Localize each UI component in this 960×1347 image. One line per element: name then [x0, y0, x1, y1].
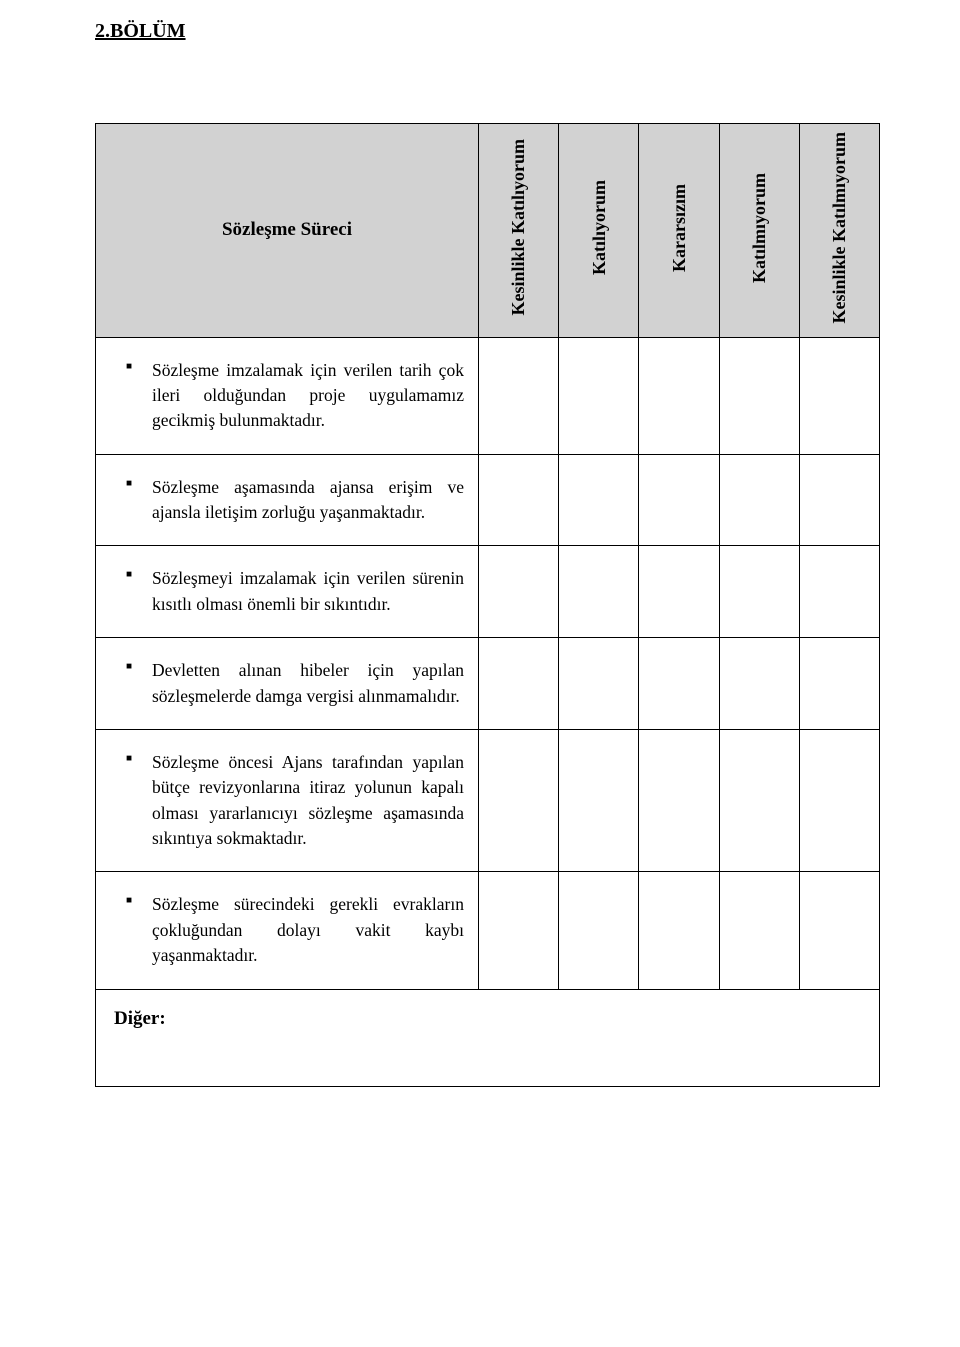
other-row: Diğer:: [96, 989, 880, 1086]
statement-cell: Sözleşme imzalamak için verilen tarih ço…: [96, 337, 479, 454]
choice-cell[interactable]: [639, 729, 719, 872]
choice-cell[interactable]: [639, 546, 719, 638]
option-header-1: Katılıyorum: [559, 124, 639, 338]
statement-text: Sözleşmeyi imzalamak için verilen süreni…: [126, 566, 464, 617]
other-cell[interactable]: Diğer:: [96, 989, 880, 1086]
choice-cell[interactable]: [478, 729, 558, 872]
choice-cell[interactable]: [478, 872, 558, 989]
statement-cell: Sözleşme sürecindeki gerekli evrakların …: [96, 872, 479, 989]
choice-cell[interactable]: [559, 729, 639, 872]
survey-table: Sözleşme Süreci Kesinlikle Katılıyorum K…: [95, 123, 880, 1087]
choice-cell[interactable]: [719, 872, 799, 989]
statement-cell: Devletten alınan hibeler için yapılan sö…: [96, 638, 479, 730]
statement-text: Sözleşme öncesi Ajans tarafından yapılan…: [126, 750, 464, 852]
option-label: Kararsızım: [668, 184, 691, 272]
choice-cell[interactable]: [639, 872, 719, 989]
choice-cell[interactable]: [639, 638, 719, 730]
choice-cell[interactable]: [799, 872, 879, 989]
option-header-0: Kesinlikle Katılıyorum: [478, 124, 558, 338]
choice-cell[interactable]: [719, 729, 799, 872]
statement-text: Sözleşme sürecindeki gerekli evrakların …: [126, 892, 464, 968]
table-row: Devletten alınan hibeler için yapılan sö…: [96, 638, 880, 730]
choice-cell[interactable]: [719, 638, 799, 730]
choice-cell[interactable]: [478, 454, 558, 546]
statement-cell: Sözleşme aşamasında ajansa erişim ve aja…: [96, 454, 479, 546]
option-header-2: Kararsızım: [639, 124, 719, 338]
choice-cell[interactable]: [799, 546, 879, 638]
table-row: Sözleşme aşamasında ajansa erişim ve aja…: [96, 454, 880, 546]
choice-cell[interactable]: [559, 872, 639, 989]
header-title: Sözleşme Süreci: [222, 219, 352, 240]
table-row: Sözleşme imzalamak için verilen tarih ço…: [96, 337, 880, 454]
header-title-cell: Sözleşme Süreci: [96, 124, 479, 338]
choice-cell[interactable]: [559, 454, 639, 546]
choice-cell[interactable]: [559, 638, 639, 730]
choice-cell[interactable]: [799, 729, 879, 872]
choice-cell[interactable]: [639, 454, 719, 546]
table-body: Sözleşme imzalamak için verilen tarih ço…: [96, 337, 880, 1086]
option-header-4: Kesinlikle Katılmıyorum: [799, 124, 879, 338]
page: 2.BÖLÜM Sözleşme Süreci Kesinlikle Katıl…: [0, 0, 960, 1347]
statement-text: Sözleşme imzalamak için verilen tarih ço…: [126, 358, 464, 434]
option-label: Kesinlikle Katılmıyorum: [828, 132, 851, 324]
choice-cell[interactable]: [799, 454, 879, 546]
table-row: Sözleşme öncesi Ajans tarafından yapılan…: [96, 729, 880, 872]
table-row: Sözleşme sürecindeki gerekli evrakların …: [96, 872, 880, 989]
option-label: Katılıyorum: [588, 180, 611, 275]
option-label: Kesinlikle Katılıyorum: [507, 139, 530, 316]
choice-cell[interactable]: [799, 337, 879, 454]
choice-cell[interactable]: [478, 638, 558, 730]
choice-cell[interactable]: [719, 546, 799, 638]
choice-cell[interactable]: [478, 337, 558, 454]
section-title: 2.BÖLÜM: [95, 20, 880, 43]
choice-cell[interactable]: [719, 337, 799, 454]
table-row: Sözleşmeyi imzalamak için verilen süreni…: [96, 546, 880, 638]
option-label: Katılmıyorum: [748, 173, 771, 283]
choice-cell[interactable]: [799, 638, 879, 730]
statement-text: Sözleşme aşamasında ajansa erişim ve aja…: [126, 475, 464, 526]
option-header-3: Katılmıyorum: [719, 124, 799, 338]
other-label: Diğer:: [114, 1008, 166, 1029]
choice-cell[interactable]: [478, 546, 558, 638]
choice-cell[interactable]: [559, 337, 639, 454]
choice-cell[interactable]: [719, 454, 799, 546]
statement-cell: Sözleşmeyi imzalamak için verilen süreni…: [96, 546, 479, 638]
choice-cell[interactable]: [639, 337, 719, 454]
statement-text: Devletten alınan hibeler için yapılan sö…: [126, 658, 464, 709]
table-header-row: Sözleşme Süreci Kesinlikle Katılıyorum K…: [96, 124, 880, 338]
choice-cell[interactable]: [559, 546, 639, 638]
statement-cell: Sözleşme öncesi Ajans tarafından yapılan…: [96, 729, 479, 872]
